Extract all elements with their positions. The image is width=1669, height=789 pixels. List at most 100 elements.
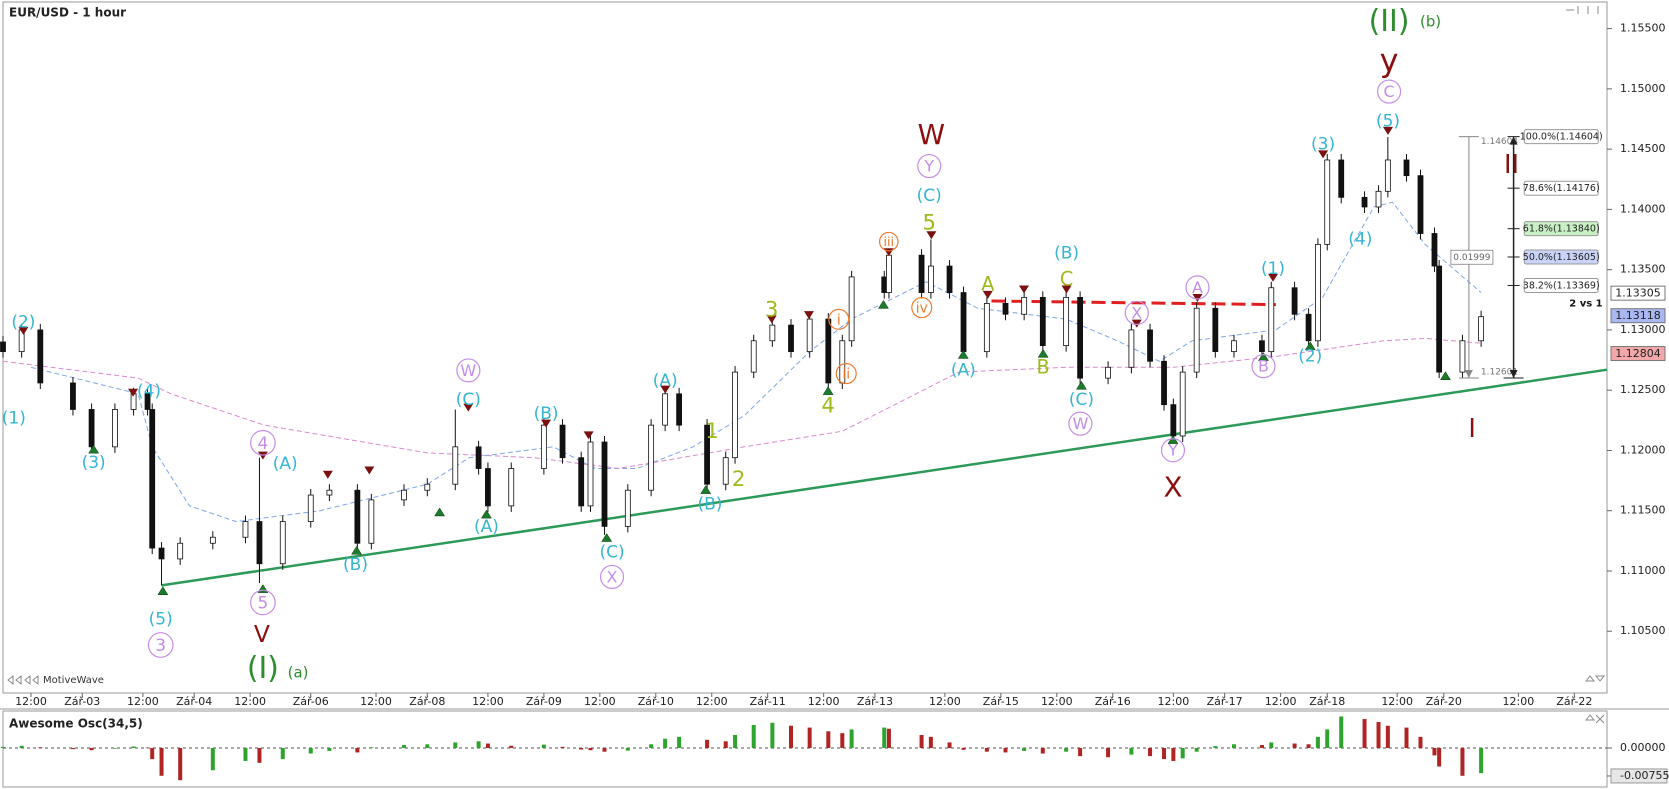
osc-bar (145, 747, 150, 749)
osc-bar (1306, 744, 1311, 748)
candle-body (1436, 265, 1443, 373)
wave-label: 5 (257, 593, 268, 613)
wave-label: (C) (917, 186, 942, 206)
osc-bar (327, 747, 332, 751)
osc-bar (677, 736, 682, 748)
wave-circle (147, 632, 174, 658)
wave-circle (917, 153, 942, 179)
osc-bar (70, 747, 75, 750)
fib-arrow (1509, 370, 1518, 379)
x-tick-label: Zář-09 (526, 695, 562, 708)
candle-body (960, 292, 967, 353)
fib-level-box (1523, 221, 1599, 237)
wave-label: (5) (149, 609, 173, 629)
osc-bar (919, 735, 924, 748)
candle-body (508, 468, 515, 507)
x-tick-label: Zář-04 (176, 695, 212, 708)
wave-circle (878, 231, 899, 252)
wave-circle (250, 429, 276, 456)
wave-circle (1185, 275, 1210, 300)
x-tick-label: 12:00 (808, 695, 840, 708)
wave-label: (C) (599, 542, 624, 562)
candle-body (1170, 404, 1177, 437)
x-tick-label: Zář-15 (983, 695, 1019, 708)
wave-circle (1068, 411, 1093, 436)
osc-bar (1479, 747, 1484, 774)
osc-bar (588, 747, 593, 751)
scroll-icons[interactable] (7, 674, 39, 686)
fib-level-label: 78.6%(1.14176) (1523, 183, 1600, 194)
y-tick-label: 1.14000 (1620, 202, 1666, 215)
x-tick-label: Zář-20 (1426, 695, 1462, 708)
x-tick-label: 12:00 (696, 695, 728, 708)
pivot-high-marker (583, 431, 594, 440)
osc-bar (1162, 747, 1167, 760)
y-tick-label: 1.11000 (1620, 564, 1666, 577)
candle-body (149, 409, 156, 549)
osc-bar (89, 747, 94, 751)
candle-body (927, 265, 934, 293)
measure-box (1450, 249, 1494, 265)
wave-label: Y (923, 157, 934, 176)
wave-label: W (918, 118, 945, 151)
nav-icons[interactable] (7, 6, 1606, 724)
x-tick-label: 12:00 (929, 695, 961, 708)
candle-body (1338, 159, 1345, 198)
x-tick-label: Zář-18 (1309, 695, 1345, 708)
candle-body (769, 324, 776, 342)
y-tick-label: 1.13500 (1620, 263, 1666, 276)
wave-label: 5 (922, 210, 936, 235)
osc-bar (1325, 729, 1330, 748)
pivot-high-marker (1061, 285, 1072, 294)
candle-body (1403, 159, 1410, 177)
measure-diff-label: 0.01999 (1453, 253, 1490, 263)
osc-bar (1180, 747, 1185, 759)
candle-body (1128, 329, 1135, 368)
osc-bar (178, 747, 183, 781)
candle-body (70, 382, 76, 410)
osc-bar (1339, 716, 1344, 748)
x-tick-label: Zář-06 (293, 695, 329, 708)
wave-label: A (1192, 278, 1203, 297)
pivot-high-marker (1131, 319, 1142, 328)
candle-body (918, 254, 925, 293)
osc-bar (807, 727, 812, 748)
osc-bar (840, 733, 845, 748)
candle-body (704, 424, 710, 485)
wave-label: W (1072, 414, 1088, 433)
wave-label: I (1468, 414, 1476, 444)
x-tick-label: 12:00 (360, 695, 392, 708)
pivot-high-marker (541, 419, 552, 428)
wave-label: (A) (951, 360, 976, 380)
window-icons[interactable] (1566, 6, 1599, 14)
osc-bar (159, 747, 164, 776)
pivot-low-marker (1037, 348, 1049, 358)
candle-body (1384, 159, 1391, 192)
candle-body (1291, 287, 1298, 315)
x-tick-label: Zář-13 (857, 695, 893, 708)
candle-body (0, 341, 6, 353)
wave-label: (B) (534, 404, 559, 424)
osc-bar (733, 735, 738, 748)
osc-bar (1362, 719, 1367, 748)
wave-label: ii (842, 367, 850, 383)
osc-icons[interactable] (1584, 714, 1605, 724)
osc-bar (280, 747, 285, 760)
candle-body (540, 424, 547, 469)
osc-bar (509, 745, 514, 748)
chart-title: EUR/USD - 1 hour (9, 6, 126, 20)
pivot-low-marker (878, 299, 889, 309)
fib-level-label: 38.2%(1.13369) (1523, 280, 1600, 291)
zoom-icons[interactable] (1584, 675, 1606, 682)
wave-label: A (981, 273, 994, 296)
wave-label: (A) (474, 517, 499, 537)
wave-circle (1124, 300, 1149, 326)
candle-body (983, 303, 990, 353)
y-tick-label: 1.15500 (1620, 22, 1666, 35)
candle-body (1231, 340, 1237, 353)
osc-bar (1148, 747, 1153, 757)
candle-body (1161, 360, 1167, 406)
candle-body (354, 489, 361, 544)
osc-bar (1231, 744, 1236, 748)
osc-bar (1385, 725, 1390, 748)
